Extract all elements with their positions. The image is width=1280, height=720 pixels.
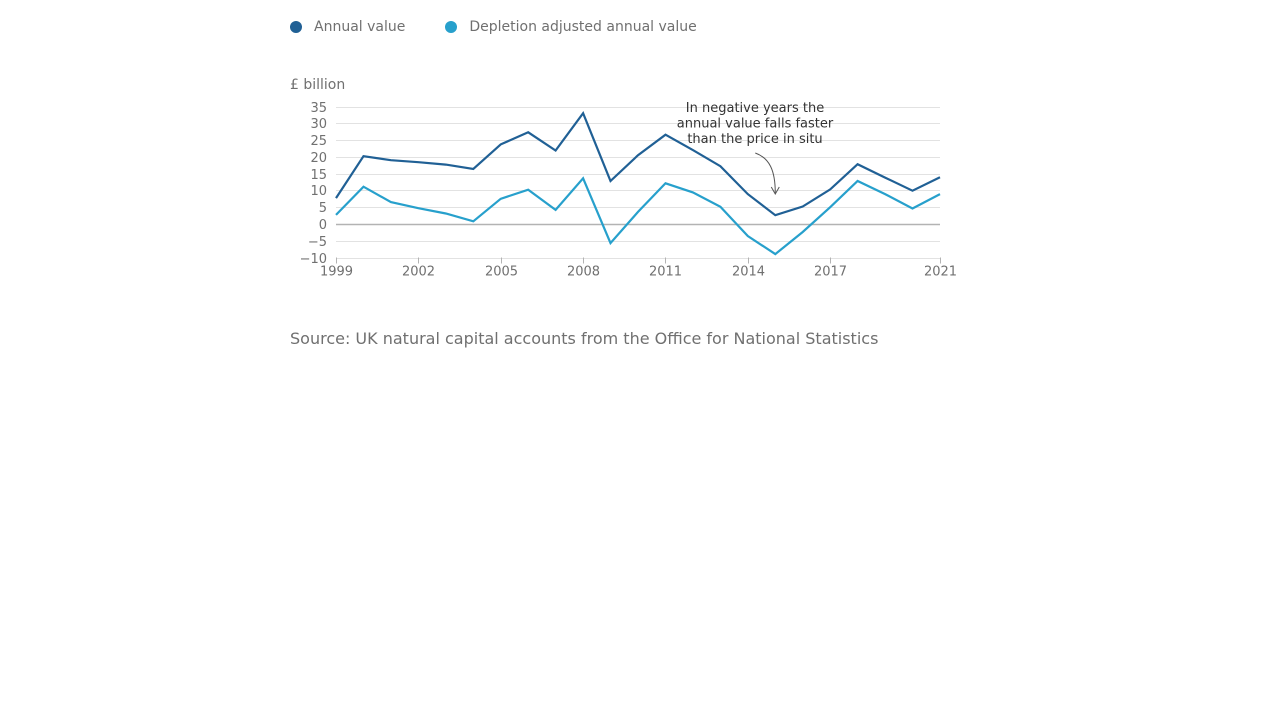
annotation-arrow	[755, 152, 776, 194]
y-tick-label: −5	[308, 235, 327, 250]
grid-lines	[336, 107, 940, 259]
annotation-text-line: annual value falls faster	[677, 117, 834, 132]
y-tick-label: 35	[310, 101, 327, 116]
x-tick-label: 1999	[320, 265, 353, 280]
y-tick-label: 30	[310, 117, 327, 132]
chart-legend: Annual value Depletion adjusted annual v…	[290, 17, 737, 37]
y-tick-label: 15	[310, 168, 327, 183]
y-tick-label: 20	[310, 151, 327, 166]
x-tick-label: 2002	[402, 265, 435, 280]
y-tick-label: −10	[300, 252, 327, 267]
legend-item-annual-value[interactable]: Annual value	[290, 19, 405, 35]
annotation-text-line: than the price in situ	[687, 132, 822, 147]
legend-swatch-annual-value	[290, 21, 302, 33]
x-tick-label: 2005	[485, 265, 518, 280]
legend-item-depletion-adjusted[interactable]: Depletion adjusted annual value	[445, 19, 697, 35]
annotation-text-line: In negative years the	[686, 101, 824, 116]
legend-swatch-depletion-adjusted	[445, 21, 458, 33]
legend-label-depletion-adjusted: Depletion adjusted annual value	[469, 19, 697, 35]
y-tick-label: 25	[310, 134, 327, 149]
y-tick-label: 10	[310, 184, 327, 199]
x-tick-label: 2014	[732, 265, 765, 280]
y-tick-label: 5	[319, 201, 327, 216]
x-axis-ticks: 1999 2002 2005 2008 2011 2014 2017 2021	[320, 257, 957, 280]
x-tick-label: 2011	[649, 265, 682, 280]
series-line-depletion-adjusted	[335, 176, 941, 256]
legend-label-annual-value: Annual value	[314, 19, 406, 35]
series-line-annual-value	[335, 110, 941, 217]
x-tick-label: 2008	[567, 265, 600, 280]
annotation-arrowhead	[770, 186, 780, 196]
y-tick-label: 0	[319, 218, 327, 233]
x-tick-label: 2021	[924, 265, 957, 280]
y-axis-unit-label: £ billion	[290, 77, 346, 93]
source-note: Source: UK natural capital accounts from…	[290, 329, 879, 348]
x-tick-label: 2017	[814, 265, 847, 280]
series-lines	[335, 110, 941, 256]
